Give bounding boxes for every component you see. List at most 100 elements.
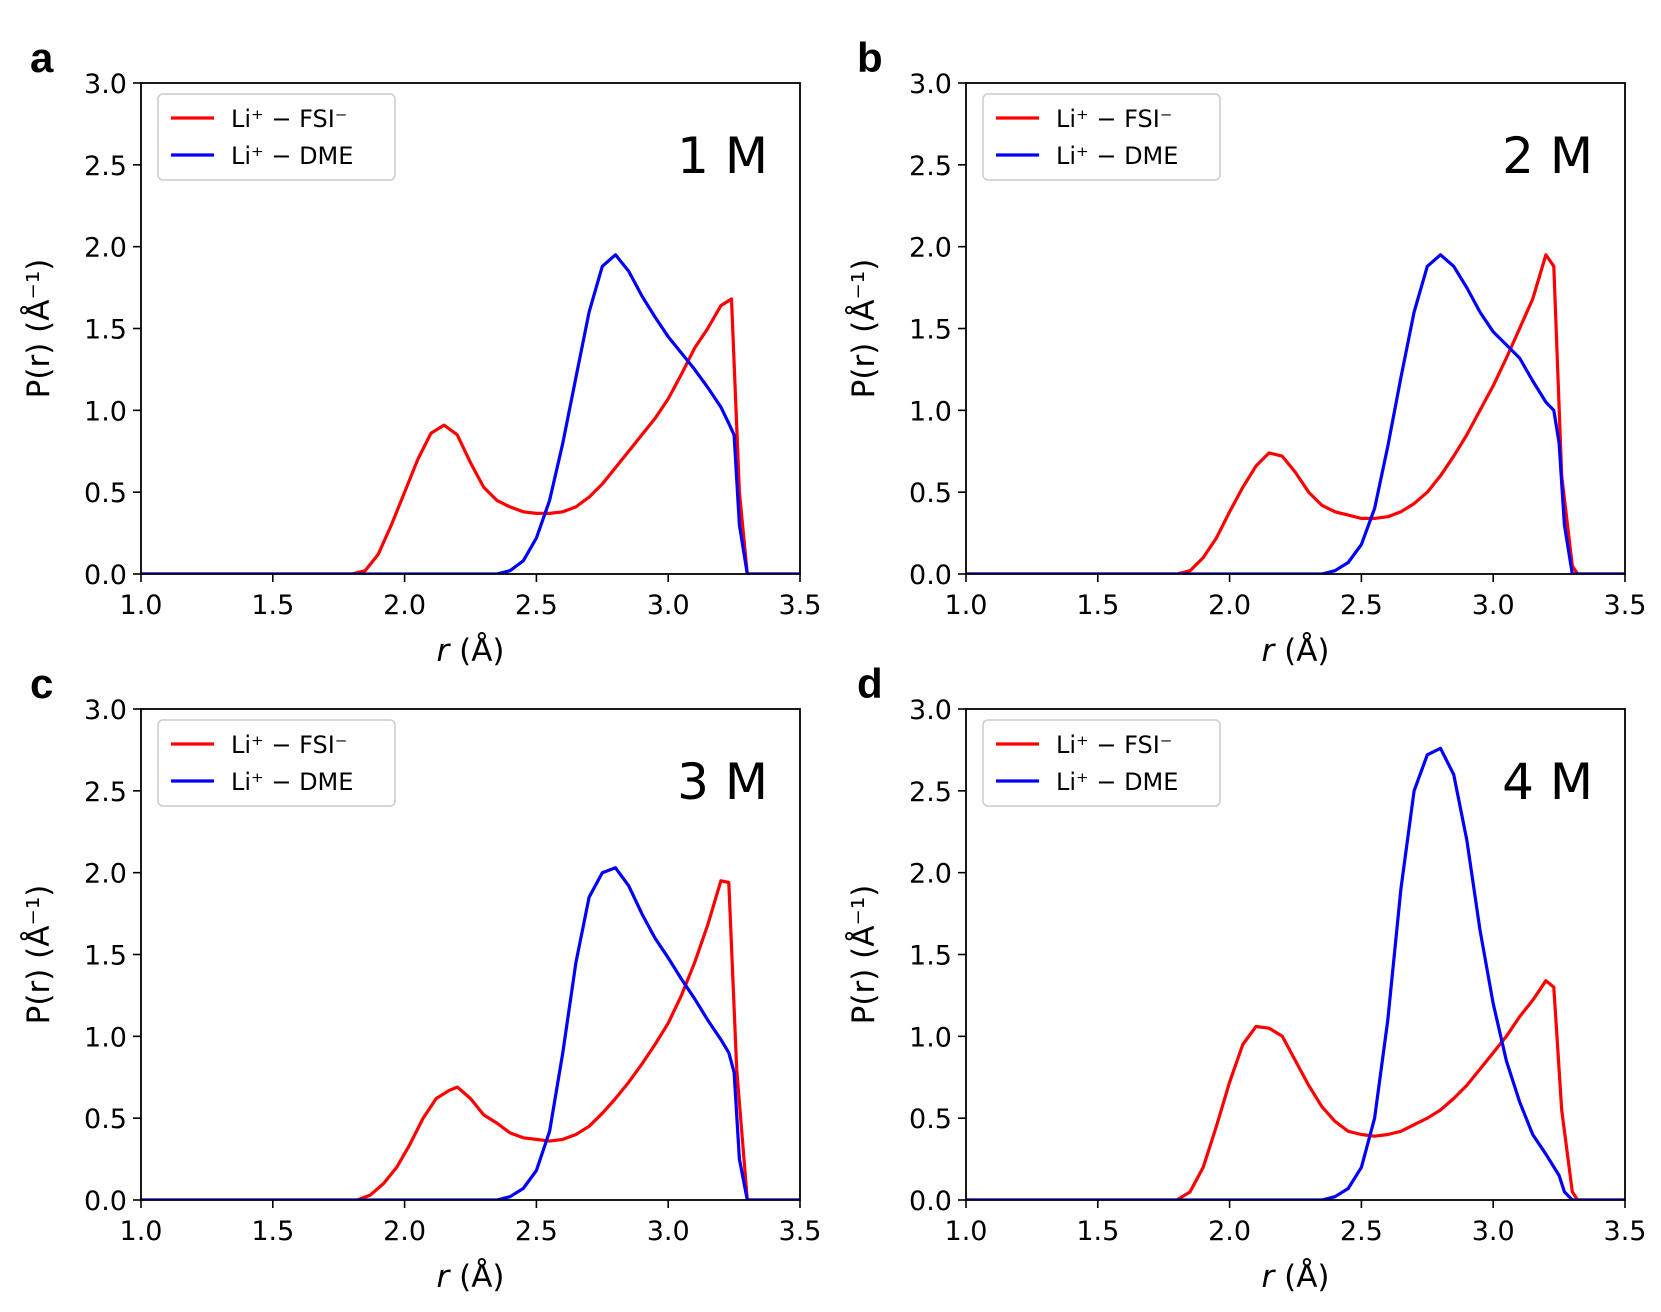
x-axis-var: r bbox=[437, 633, 452, 669]
y-tick-label: 1.0 bbox=[84, 1022, 127, 1053]
y-tick-label: 0.5 bbox=[84, 1104, 127, 1135]
legend: Li⁺ − FSI⁻ Li⁺ − DME bbox=[982, 93, 1221, 181]
x-axis-label: r (Å) bbox=[437, 1259, 505, 1295]
legend-label: Li⁺ − FSI⁻ bbox=[231, 105, 347, 133]
legend: Li⁺ − FSI⁻ Li⁺ − DME bbox=[157, 719, 396, 807]
x-tick-label: 2.5 bbox=[1340, 1216, 1383, 1247]
x-tick-label: 3.5 bbox=[779, 590, 822, 621]
concentration-label: 2 M bbox=[1502, 127, 1593, 185]
legend-label: Li⁺ − DME bbox=[1056, 768, 1178, 796]
x-axis-var: r bbox=[1262, 1259, 1277, 1295]
x-axis-label: r (Å) bbox=[437, 633, 505, 669]
x-axis-unit: (Å) bbox=[1274, 633, 1329, 669]
x-axis-unit: (Å) bbox=[1274, 1259, 1329, 1295]
y-tick-label: 0.0 bbox=[909, 1186, 952, 1217]
y-tick-label: 0.5 bbox=[84, 478, 127, 509]
y-tick-label: 3.0 bbox=[84, 695, 127, 726]
y-axis-label: P(r) (Å⁻¹) bbox=[846, 259, 882, 399]
y-tick-label: 2.0 bbox=[84, 859, 127, 890]
y-tick-label: 0.0 bbox=[84, 1186, 127, 1217]
x-tick-label: 3.5 bbox=[1604, 590, 1647, 621]
x-tick-label: 2.0 bbox=[1208, 1216, 1251, 1247]
y-tick-label: 1.5 bbox=[909, 941, 952, 972]
x-axis-unit: (Å) bbox=[449, 633, 504, 669]
legend-label: Li⁺ − DME bbox=[1056, 142, 1178, 170]
x-tick-label: 1.5 bbox=[1076, 1216, 1119, 1247]
x-tick-label: 3.0 bbox=[647, 590, 690, 621]
y-tick-label: 0.0 bbox=[909, 560, 952, 591]
x-tick-label: 2.0 bbox=[1208, 590, 1251, 621]
y-axis-label: P(r) (Å⁻¹) bbox=[21, 259, 57, 399]
y-axis-label: P(r) (Å⁻¹) bbox=[846, 885, 882, 1025]
panel-letter: c bbox=[30, 660, 53, 707]
series-line-li-dme bbox=[966, 253, 1625, 574]
series-line-li-dme bbox=[966, 746, 1625, 1200]
x-tick-label: 2.5 bbox=[515, 590, 558, 621]
y-tick-label: 2.0 bbox=[84, 233, 127, 264]
legend-box bbox=[157, 719, 396, 807]
panel-letter: d bbox=[857, 660, 883, 707]
x-axis-label: r (Å) bbox=[1262, 1259, 1330, 1295]
legend-label: Li⁺ − DME bbox=[231, 768, 353, 796]
series-line-li-dme bbox=[141, 253, 800, 574]
legend: Li⁺ − FSI⁻ Li⁺ − DME bbox=[982, 719, 1221, 807]
y-tick-label: 0.5 bbox=[909, 478, 952, 509]
y-tick-label: 3.0 bbox=[84, 69, 127, 100]
legend: Li⁺ − FSI⁻ Li⁺ − DME bbox=[157, 93, 396, 181]
x-axis-unit: (Å) bbox=[449, 1259, 504, 1295]
y-tick-label: 3.0 bbox=[909, 695, 952, 726]
x-tick-label: 2.0 bbox=[383, 1216, 426, 1247]
x-tick-label: 1.0 bbox=[945, 590, 988, 621]
legend-box bbox=[982, 93, 1221, 181]
panel-letter: b bbox=[857, 34, 883, 81]
x-tick-label: 2.5 bbox=[1340, 590, 1383, 621]
x-tick-label: 2.5 bbox=[515, 1216, 558, 1247]
panel-c: c 1.0 1.5 2.0 2.5 3.0 3.5 0.0 0.5 1.0 1.5 2.0 2.5 3.0… bbox=[21, 660, 821, 1295]
y-tick-label: 2.5 bbox=[84, 777, 127, 808]
panel-d: d 1.0 1.5 2.0 2.5 3.0 3.5 0.0 0.5 1.0 1.5 2.0 2.5 3.0… bbox=[846, 660, 1646, 1295]
y-tick-label: 2.5 bbox=[84, 151, 127, 182]
x-tick-label: 3.5 bbox=[1604, 1216, 1647, 1247]
x-tick-label: 1.5 bbox=[251, 1216, 294, 1247]
series-line-li-fsi bbox=[966, 979, 1625, 1200]
legend-box bbox=[157, 93, 396, 181]
y-tick-label: 1.5 bbox=[909, 315, 952, 346]
x-axis-label: r (Å) bbox=[1262, 633, 1330, 669]
y-tick-label: 0.0 bbox=[84, 560, 127, 591]
panel-b: b 1.0 1.5 2.0 2.5 3.0 3.5 0.0 0.5 1.0 1.5 2.0 2.5 3.0… bbox=[846, 34, 1646, 669]
concentration-label: 4 M bbox=[1502, 753, 1593, 811]
x-axis-var: r bbox=[1262, 633, 1277, 669]
y-tick-label: 1.0 bbox=[84, 396, 127, 427]
x-axis-var: r bbox=[437, 1259, 452, 1295]
series-line-li-fsi bbox=[141, 879, 800, 1200]
concentration-label: 1 M bbox=[677, 127, 768, 185]
x-tick-label: 1.5 bbox=[1076, 590, 1119, 621]
y-tick-label: 3.0 bbox=[909, 69, 952, 100]
concentration-label: 3 M bbox=[677, 753, 768, 811]
y-tick-label: 2.0 bbox=[909, 233, 952, 264]
legend-box bbox=[982, 719, 1221, 807]
y-tick-label: 0.5 bbox=[909, 1104, 952, 1135]
y-tick-label: 1.5 bbox=[84, 315, 127, 346]
series-line-li-fsi bbox=[141, 297, 800, 574]
series-line-li-fsi bbox=[966, 253, 1625, 574]
x-tick-label: 1.5 bbox=[251, 590, 294, 621]
y-tick-label: 1.5 bbox=[84, 941, 127, 972]
panel-letter: a bbox=[30, 34, 54, 81]
panel-a: a 1.0 1.5 2.0 2.5 3.0 3.5 0.0 0.5 1.0 1.5 2.0 2.5 3.0… bbox=[21, 34, 821, 669]
y-axis-label: P(r) (Å⁻¹) bbox=[21, 885, 57, 1025]
y-tick-label: 1.0 bbox=[909, 396, 952, 427]
y-tick-label: 2.5 bbox=[909, 777, 952, 808]
x-tick-label: 2.0 bbox=[383, 590, 426, 621]
x-tick-label: 3.0 bbox=[647, 1216, 690, 1247]
series-line-li-dme bbox=[141, 866, 800, 1200]
x-tick-label: 3.0 bbox=[1472, 590, 1515, 621]
y-tick-label: 2.5 bbox=[909, 151, 952, 182]
legend-label: Li⁺ − FSI⁻ bbox=[1056, 731, 1172, 759]
x-tick-label: 3.0 bbox=[1472, 1216, 1515, 1247]
x-tick-label: 3.5 bbox=[779, 1216, 822, 1247]
x-tick-label: 1.0 bbox=[120, 590, 163, 621]
x-tick-label: 1.0 bbox=[945, 1216, 988, 1247]
y-tick-label: 2.0 bbox=[909, 859, 952, 890]
